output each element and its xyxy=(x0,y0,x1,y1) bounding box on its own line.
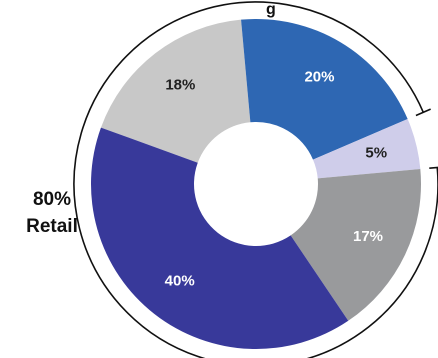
donut-slice xyxy=(100,19,251,163)
donut-slices xyxy=(90,19,421,349)
slice-label: 5% xyxy=(365,145,387,162)
bracket-tick-top xyxy=(415,108,431,117)
slice-labels: 18% 20% 5% 17% 40% xyxy=(165,68,387,289)
slice-label: 18% xyxy=(165,77,195,94)
slice-label: 20% xyxy=(304,68,334,85)
bracket-label-segment: Retail xyxy=(26,216,78,237)
chart-title-fragment: g xyxy=(266,1,276,18)
donut-slice xyxy=(312,118,421,179)
bracket-label-percent: 80% xyxy=(33,189,71,210)
slice-label: 17% xyxy=(353,228,383,245)
bracket-tick-bottom xyxy=(429,166,438,170)
donut-slice xyxy=(241,19,408,160)
bracket-arc xyxy=(73,1,438,358)
donut-slice xyxy=(290,169,421,321)
slice-label: 40% xyxy=(165,273,195,290)
donut-slice xyxy=(90,127,349,349)
